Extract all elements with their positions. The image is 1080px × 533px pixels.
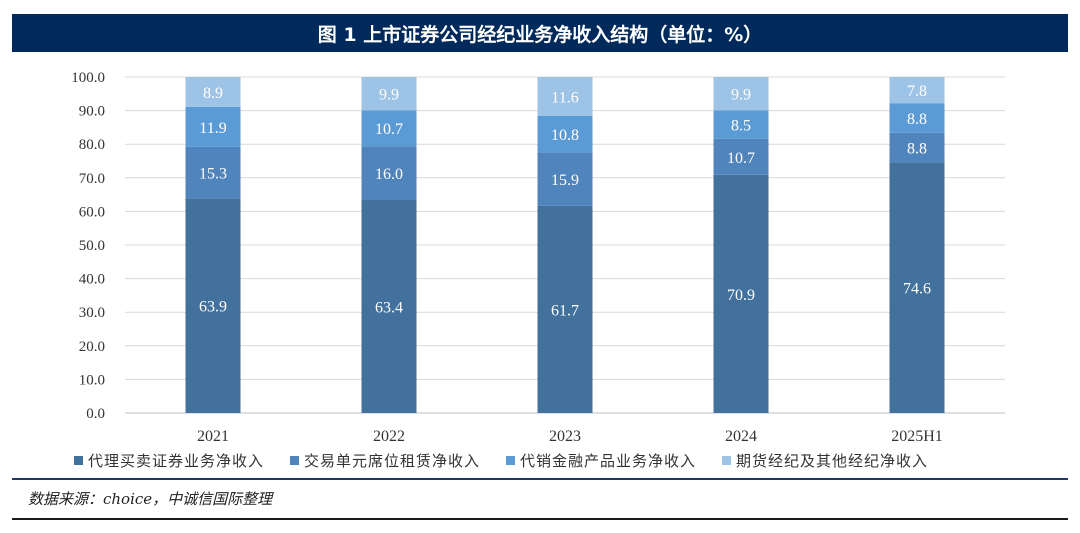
x-tick-label: 2021 [197,428,229,445]
y-tick-label: 100.0 [71,70,105,86]
bar-segment [537,77,593,116]
data-label: 8.5 [731,118,751,135]
legend-swatch [722,455,732,465]
data-label: 8.9 [203,85,223,102]
bar-segment [185,106,241,147]
bar-segment [361,77,417,111]
data-label: 63.9 [199,299,227,316]
y-tick-label: 0.0 [86,406,105,422]
y-tick-label: 50.0 [79,238,105,254]
legend-item: 期货经纪及其他经纪净收入 [722,450,928,471]
bar-segment [713,77,769,111]
bar-segment [361,199,417,413]
data-label: 10.8 [551,127,579,144]
data-label: 63.4 [375,299,403,316]
bar-segment [889,132,945,163]
source-note: 数据来源：choice，中诚信国际整理 [28,490,273,508]
data-label: 10.7 [375,121,403,138]
y-tick-label: 20.0 [79,339,105,355]
data-label: 70.9 [727,287,755,304]
stacked-bar-chart: 0.0 10.0 20.0 30.0 40.0 50.0 60.0 70.0 80.0 90.0 1… [71,70,1005,445]
legend-label: 期货经纪及其他经纪净收入 [736,451,929,470]
y-tick-label: 80.0 [79,137,105,153]
bar-segment [537,152,593,206]
data-label: 11.6 [551,89,578,106]
y-tick-label: 40.0 [79,272,105,288]
bar-segment [361,146,417,200]
bar-segment [713,174,769,413]
chart-title: 图 1 上市证券公司经纪业务净收入结构（单位：%） [317,23,763,46]
data-label: 10.7 [727,150,755,167]
y-tick-label: 60.0 [79,204,105,220]
data-label: 7.8 [907,83,927,100]
bar-segment [185,77,241,107]
bar-segment [889,77,945,104]
x-tick-label: 2025H1 [891,428,943,445]
y-tick-label: 10.0 [79,372,105,388]
bar-segment [185,198,241,413]
y-tick-label: 70.0 [79,171,105,187]
y-tick-label: 90.0 [79,104,105,120]
data-label: 9.9 [379,87,399,104]
data-label: 8.8 [907,141,927,158]
legend-item: 交易单元席位租赁净收入 [290,450,480,471]
data-label: 74.6 [903,281,931,298]
bar-segment [889,103,945,133]
bar-segment [889,162,945,413]
x-tick-label: 2022 [373,428,405,445]
legend-label: 代理买卖证券业务净收入 [88,451,265,470]
bar-segment [185,146,241,199]
data-label: 16.0 [375,166,403,183]
legend-item: 代销金融产品业务净收入 [506,450,696,471]
data-label: 8.8 [907,111,927,128]
data-label: 15.9 [551,172,579,189]
data-label: 61.7 [551,302,579,319]
legend: 代理买卖证券业务净收入 交易单元席位租赁净收入 代销金融产品业务净收入 期货经纪及其他… [74,449,928,471]
bar-segment [713,138,769,175]
x-tick-label: 2024 [725,428,757,445]
legend-swatch [506,455,516,465]
legend-swatch [290,455,300,465]
y-tick-label: 30.0 [79,305,105,321]
bar-segment [713,110,769,139]
divider-bottom [12,518,1068,520]
bar-segment [537,115,593,153]
legend-label: 代销金融产品业务净收入 [520,451,697,470]
bar-segment [537,205,593,413]
data-label: 9.9 [731,87,751,104]
divider-top [12,478,1068,480]
data-label: 15.3 [199,166,227,183]
legend-swatch [74,455,83,465]
legend-label: 交易单元席位租赁净收入 [304,451,481,470]
chart-title-bar: 图 1 上市证券公司经纪业务净收入结构（单位：%） [12,14,1068,52]
legend-item: 代理买卖证券业务净收入 [74,450,264,471]
bar-segment [361,110,417,147]
x-tick-label: 2023 [549,428,581,445]
data-label: 11.9 [199,120,226,137]
